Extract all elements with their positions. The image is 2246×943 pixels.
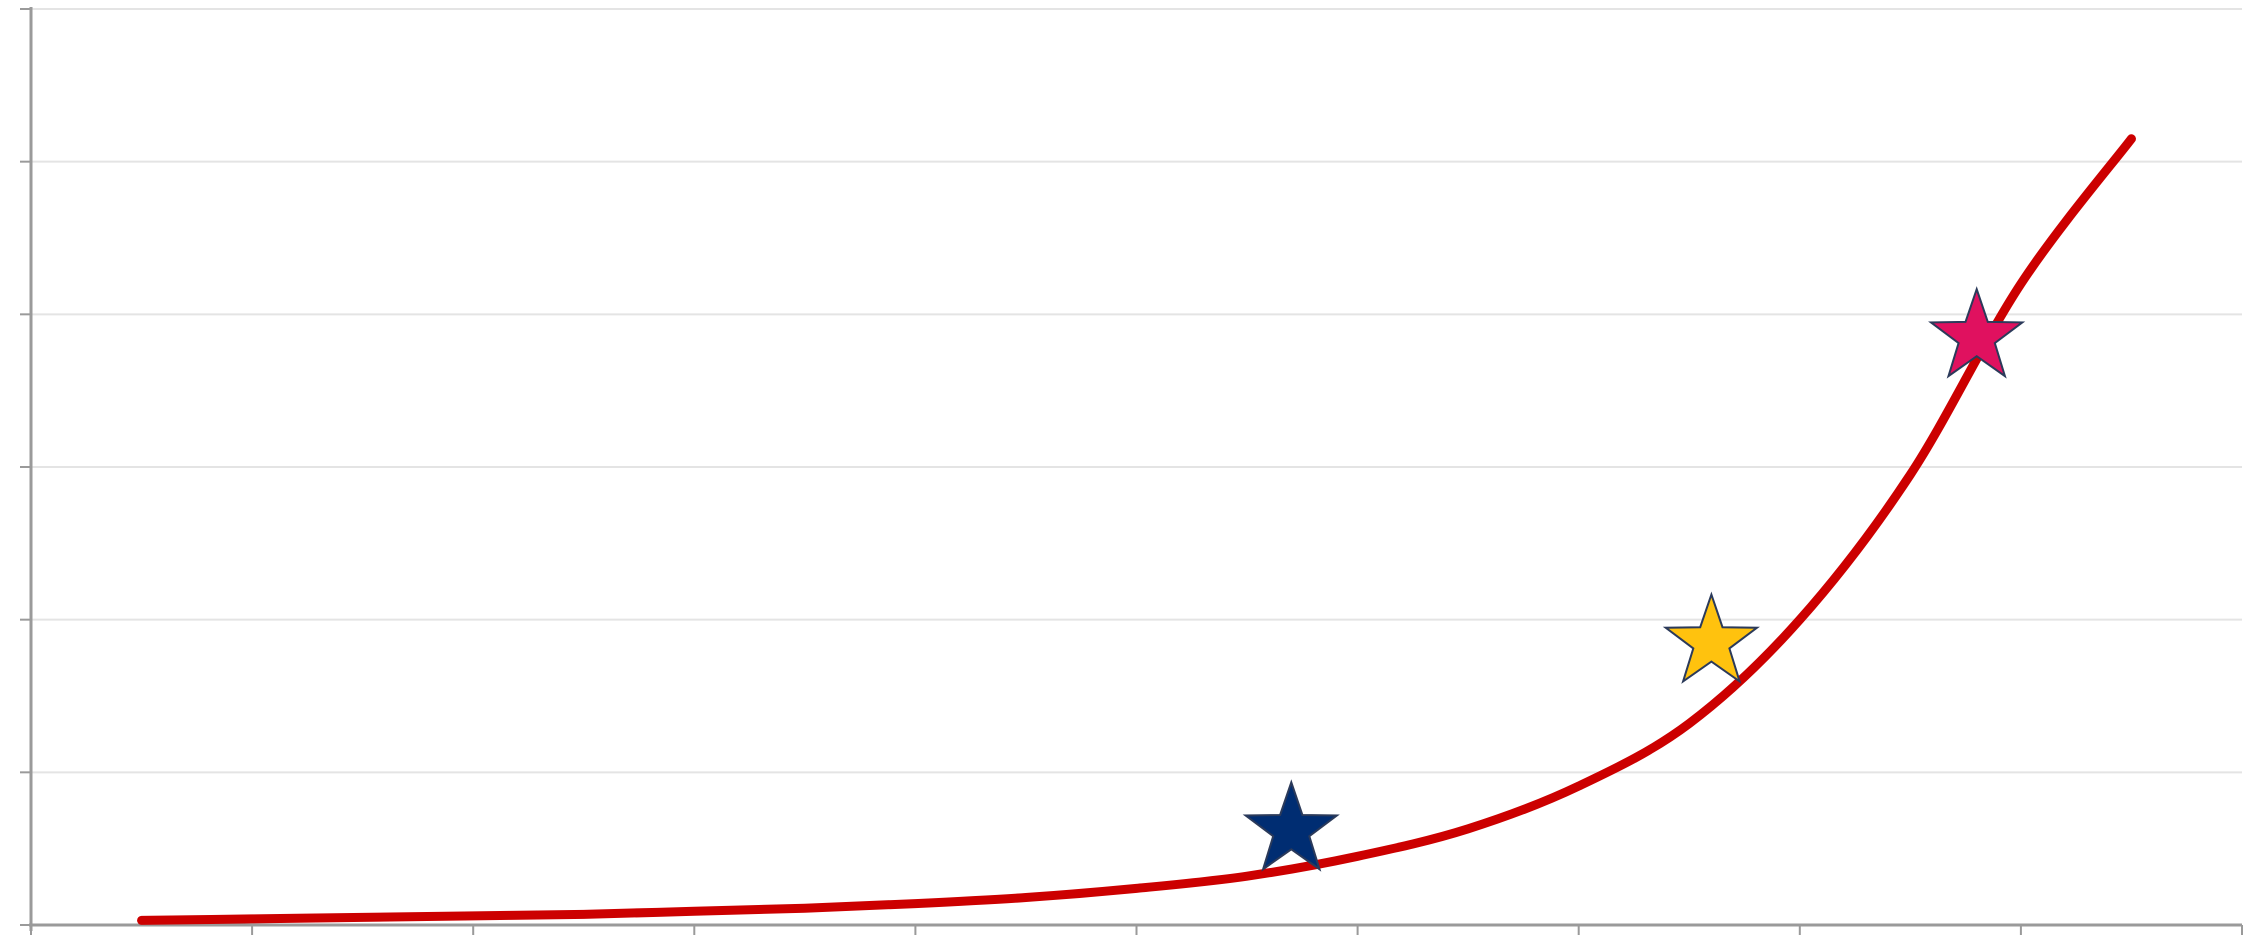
series-line-0 bbox=[137, 134, 2136, 925]
star-marker-3 bbox=[1928, 286, 2026, 379]
series bbox=[137, 134, 2136, 925]
axes bbox=[20, 7, 2243, 935]
star-marker-1 bbox=[1242, 779, 1340, 872]
star-marker-2 bbox=[1662, 591, 1760, 684]
gridlines bbox=[31, 8, 2242, 774]
markers bbox=[1242, 286, 2026, 872]
